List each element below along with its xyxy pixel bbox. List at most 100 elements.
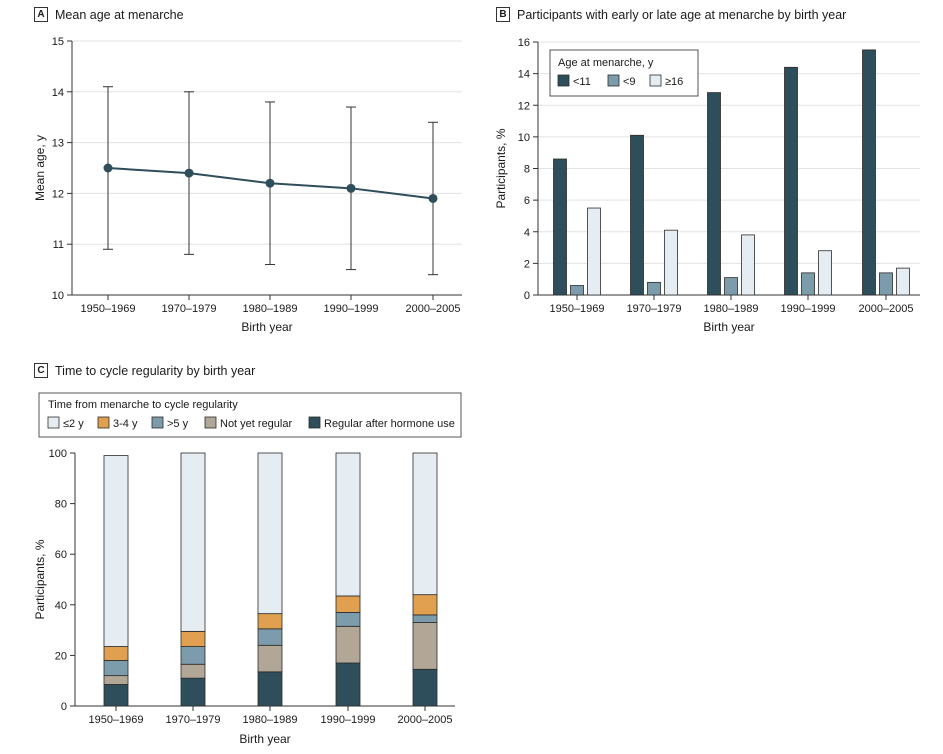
legend-label: 3-4 y bbox=[113, 418, 138, 430]
stacked-segment bbox=[412, 452, 438, 596]
panel-a-title: A Mean age at menarche bbox=[34, 7, 184, 22]
bar bbox=[818, 250, 832, 296]
legend-box bbox=[38, 392, 462, 438]
x-tick-label: 1970–1979 bbox=[161, 303, 216, 315]
x-tick-label: 1980–1989 bbox=[242, 303, 297, 315]
x-axis-title: Birth year bbox=[703, 320, 754, 334]
legend-label: Not yet regular bbox=[220, 418, 292, 430]
y-tick-label: 8 bbox=[524, 164, 530, 176]
y-tick-label: 12 bbox=[518, 100, 530, 112]
stacked-segment bbox=[180, 452, 206, 632]
x-tick-label: 1980–1989 bbox=[242, 714, 297, 726]
legend-label: <11 bbox=[573, 76, 591, 88]
bar bbox=[630, 134, 644, 296]
panel-c-title-text: Time to cycle regularity by birth year bbox=[55, 363, 256, 378]
x-tick-label: 1990–1999 bbox=[320, 714, 375, 726]
data-point bbox=[428, 193, 438, 203]
panel-b-letter: B bbox=[496, 7, 510, 22]
stacked-segment bbox=[412, 622, 438, 670]
legend-swatch bbox=[204, 416, 217, 429]
stacked-segment bbox=[180, 646, 206, 665]
stacked-segment bbox=[180, 663, 206, 679]
data-point bbox=[265, 178, 275, 188]
y-tick-label: 4 bbox=[524, 227, 530, 239]
data-point bbox=[346, 183, 356, 193]
bar bbox=[553, 158, 567, 296]
x-axis-title: Birth year bbox=[241, 320, 292, 334]
x-tick-label: 2000–2005 bbox=[405, 303, 460, 315]
legend-swatch bbox=[47, 416, 60, 429]
panel-b-title: B Participants with early or late age at… bbox=[496, 7, 846, 22]
panel-a-title-text: Mean age at menarche bbox=[55, 7, 184, 22]
bar bbox=[587, 207, 601, 296]
stacked-segment bbox=[412, 614, 438, 623]
y-tick-label: 6 bbox=[524, 195, 530, 207]
legend-box bbox=[549, 49, 699, 97]
x-tick-label: 1980–1989 bbox=[703, 303, 758, 315]
bar bbox=[862, 49, 876, 296]
legend-title: Time from menarche to cycle regularity bbox=[48, 399, 238, 411]
y-tick-label: 60 bbox=[55, 549, 67, 561]
y-tick-label: 16 bbox=[518, 37, 530, 49]
bar bbox=[896, 267, 910, 296]
stacked-segment bbox=[180, 630, 206, 647]
bar bbox=[647, 281, 661, 296]
stacked-segment bbox=[257, 452, 283, 615]
x-tick-label: 1990–1999 bbox=[323, 303, 378, 315]
legend-swatch bbox=[151, 416, 164, 429]
stacked-segment bbox=[335, 625, 361, 664]
data-point bbox=[184, 168, 194, 178]
stacked-segment bbox=[335, 662, 361, 707]
legend-swatch bbox=[607, 74, 620, 87]
x-tick-label: 1970–1979 bbox=[626, 303, 681, 315]
x-tick-label: 1950–1969 bbox=[549, 303, 604, 315]
y-tick-label: 20 bbox=[55, 650, 67, 662]
stacked-segment bbox=[103, 675, 129, 685]
y-tick-label: 0 bbox=[524, 290, 530, 302]
bar bbox=[784, 66, 798, 296]
bar bbox=[724, 277, 738, 296]
y-axis-title: Participants, % bbox=[494, 128, 508, 208]
bar bbox=[707, 92, 721, 296]
legend-label: ≤2 y bbox=[63, 418, 84, 430]
y-tick-label: 10 bbox=[518, 132, 530, 144]
y-tick-label: 11 bbox=[53, 239, 64, 251]
y-axis-title: Participants, % bbox=[33, 539, 47, 619]
legend-label: >5 y bbox=[167, 418, 189, 430]
y-tick-label: 14 bbox=[518, 69, 530, 81]
bar bbox=[570, 285, 584, 296]
bar bbox=[741, 234, 755, 296]
stacked-segment bbox=[103, 684, 129, 707]
stacked-segment bbox=[103, 646, 129, 661]
panel-c-letter: C bbox=[34, 363, 48, 378]
bar bbox=[801, 272, 815, 296]
y-tick-label: 13 bbox=[52, 138, 64, 150]
legend-swatch bbox=[97, 416, 110, 429]
legend-label: ≥16 bbox=[665, 76, 683, 88]
y-tick-label: 80 bbox=[55, 499, 67, 511]
y-tick-label: 12 bbox=[52, 188, 64, 200]
legend-title: Age at menarche, y bbox=[558, 57, 654, 69]
stacked-segment bbox=[257, 628, 283, 646]
x-tick-label: 2000–2005 bbox=[858, 303, 913, 315]
y-tick-label: 100 bbox=[49, 448, 67, 460]
y-tick-label: 0 bbox=[61, 701, 67, 713]
x-tick-label: 1970–1979 bbox=[165, 714, 220, 726]
bar bbox=[664, 229, 678, 296]
stacked-segment bbox=[412, 594, 438, 616]
x-tick-label: 1990–1999 bbox=[780, 303, 835, 315]
panel-c-title: C Time to cycle regularity by birth year bbox=[34, 363, 255, 378]
legend-swatch bbox=[308, 416, 321, 429]
y-tick-label: 14 bbox=[52, 87, 64, 99]
panel-b-title-text: Participants with early or late age at m… bbox=[517, 7, 847, 22]
x-tick-label: 1950–1969 bbox=[80, 303, 135, 315]
y-tick-label: 2 bbox=[524, 258, 530, 270]
panel-a-letter: A bbox=[34, 7, 48, 22]
legend-swatch bbox=[649, 74, 662, 87]
y-axis-title: Mean age, y bbox=[33, 135, 47, 201]
legend-label: Regular after hormone use bbox=[324, 418, 455, 430]
stacked-segment bbox=[335, 611, 361, 627]
stacked-segment bbox=[103, 455, 129, 647]
